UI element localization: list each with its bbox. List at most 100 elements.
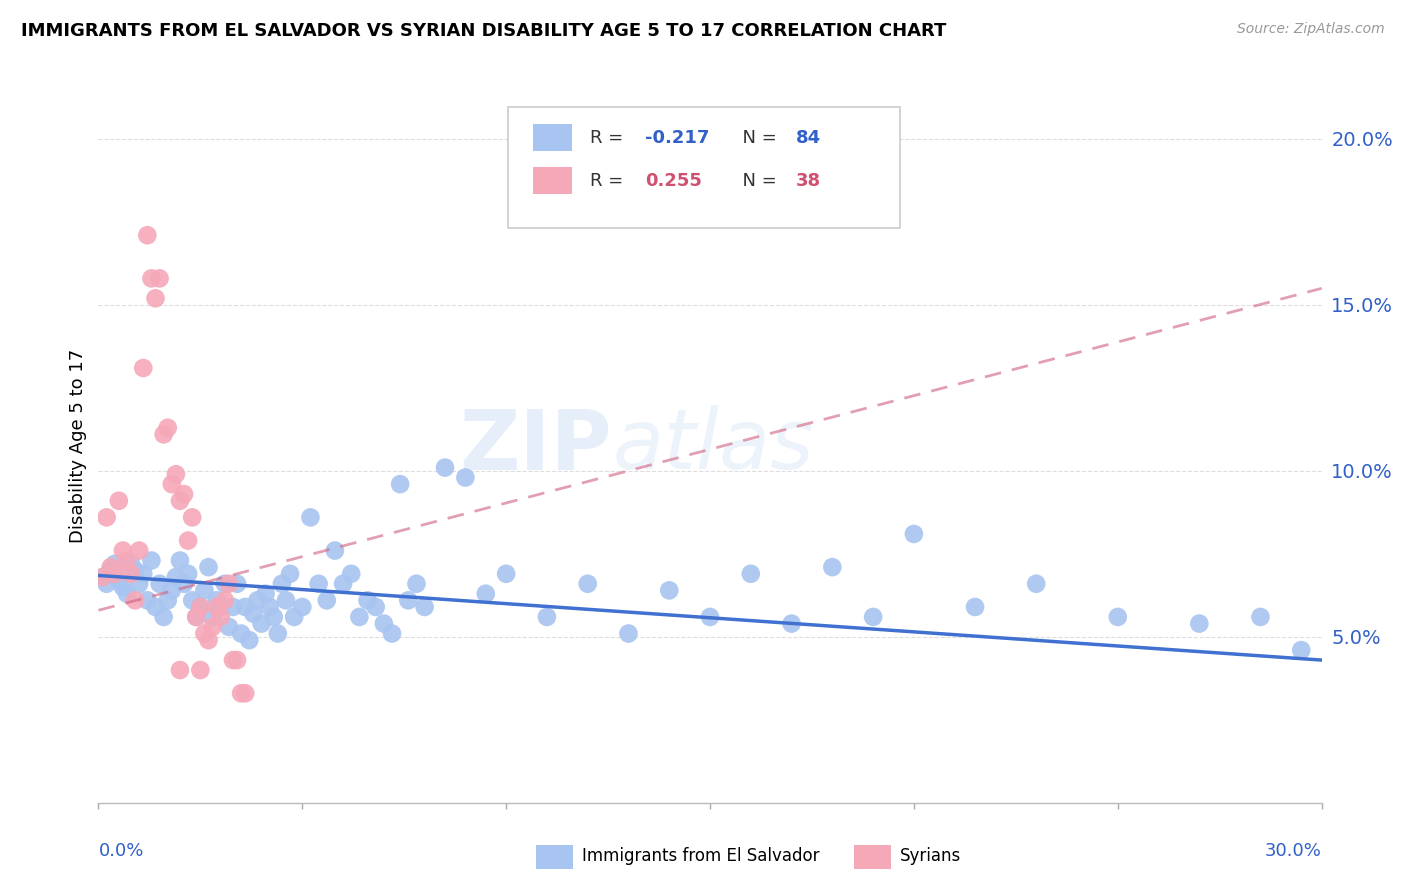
Point (381, 626, 404, 640)
Text: 30.0%: 30.0% (1265, 842, 1322, 860)
Point (242, 607, 264, 621)
Point (263, 610, 285, 624)
Point (141, 271, 163, 285)
Point (413, 599, 436, 614)
Point (218, 576, 240, 591)
Point (104, 557, 127, 571)
Point (214, 593, 236, 607)
Point (226, 576, 249, 591)
Point (1107, 610, 1129, 624)
Point (315, 593, 337, 607)
Point (965, 599, 987, 614)
Point (108, 493, 131, 508)
Point (201, 620, 224, 634)
Text: ZIP: ZIP (460, 406, 612, 486)
Point (205, 593, 228, 607)
Point (100, 564, 122, 578)
Point (246, 593, 269, 607)
Point (267, 626, 290, 640)
Point (149, 271, 172, 285)
Text: Source: ZipAtlas.com: Source: ZipAtlas.com (1237, 22, 1385, 37)
Point (356, 593, 378, 607)
Point (145, 291, 167, 305)
Point (111, 543, 134, 558)
Point (254, 587, 277, 601)
Point (149, 576, 172, 591)
Point (91, 570, 114, 584)
Point (226, 653, 249, 667)
Point (1249, 610, 1271, 624)
Point (299, 510, 322, 524)
Point (780, 616, 803, 631)
Point (145, 599, 167, 614)
Point (181, 510, 204, 524)
Point (197, 560, 219, 574)
Point (156, 421, 179, 435)
Point (193, 626, 215, 640)
Point (169, 553, 191, 567)
Text: IMMIGRANTS FROM EL SALVADOR VS SYRIAN DISABILITY AGE 5 TO 17 CORRELATION CHART: IMMIGRANTS FROM EL SALVADOR VS SYRIAN DI… (21, 22, 946, 40)
Point (903, 527, 925, 541)
Point (177, 533, 200, 548)
Bar (855, 845, 891, 869)
Bar (536, 845, 574, 869)
Point (214, 576, 236, 591)
Point (152, 610, 174, 624)
Point (434, 460, 457, 475)
Point (323, 543, 346, 558)
Point (209, 610, 232, 624)
Point (218, 620, 240, 634)
Point (617, 626, 640, 640)
Point (173, 487, 195, 501)
Text: 0.0%: 0.0% (98, 842, 143, 860)
Point (124, 593, 146, 607)
Bar (533, 167, 572, 194)
Point (128, 576, 150, 591)
Point (373, 616, 395, 631)
Point (188, 663, 212, 677)
Point (108, 574, 131, 588)
Point (349, 610, 371, 624)
Text: -0.217: -0.217 (645, 128, 710, 146)
Point (91, 570, 114, 584)
Point (274, 593, 297, 607)
Point (132, 566, 155, 581)
Point (136, 593, 159, 607)
Point (141, 553, 163, 567)
Point (197, 633, 219, 648)
Point (576, 576, 599, 591)
Point (165, 570, 187, 584)
Point (332, 576, 354, 591)
Point (115, 553, 138, 567)
Point (233, 599, 256, 614)
Point (222, 599, 245, 614)
Point (278, 566, 301, 581)
Point (156, 593, 179, 607)
Point (238, 633, 260, 648)
Bar (533, 124, 572, 152)
Point (340, 566, 363, 581)
Text: 0.255: 0.255 (645, 171, 702, 189)
Point (291, 599, 314, 614)
Point (104, 566, 127, 581)
Point (259, 599, 281, 614)
Point (188, 599, 212, 614)
FancyBboxPatch shape (508, 107, 900, 228)
Point (405, 576, 427, 591)
Point (193, 583, 215, 598)
Point (1025, 576, 1047, 591)
Point (283, 610, 305, 624)
Text: 84: 84 (796, 128, 821, 146)
Text: Syrians: Syrians (900, 847, 960, 865)
Point (186, 610, 208, 624)
Point (177, 566, 200, 581)
Point (188, 599, 212, 614)
Text: 38: 38 (796, 171, 821, 189)
Point (173, 576, 195, 591)
Text: atlas: atlas (612, 406, 814, 486)
Point (389, 477, 412, 491)
Point (120, 566, 142, 581)
Point (136, 228, 159, 243)
Point (169, 663, 191, 677)
Point (124, 564, 146, 578)
